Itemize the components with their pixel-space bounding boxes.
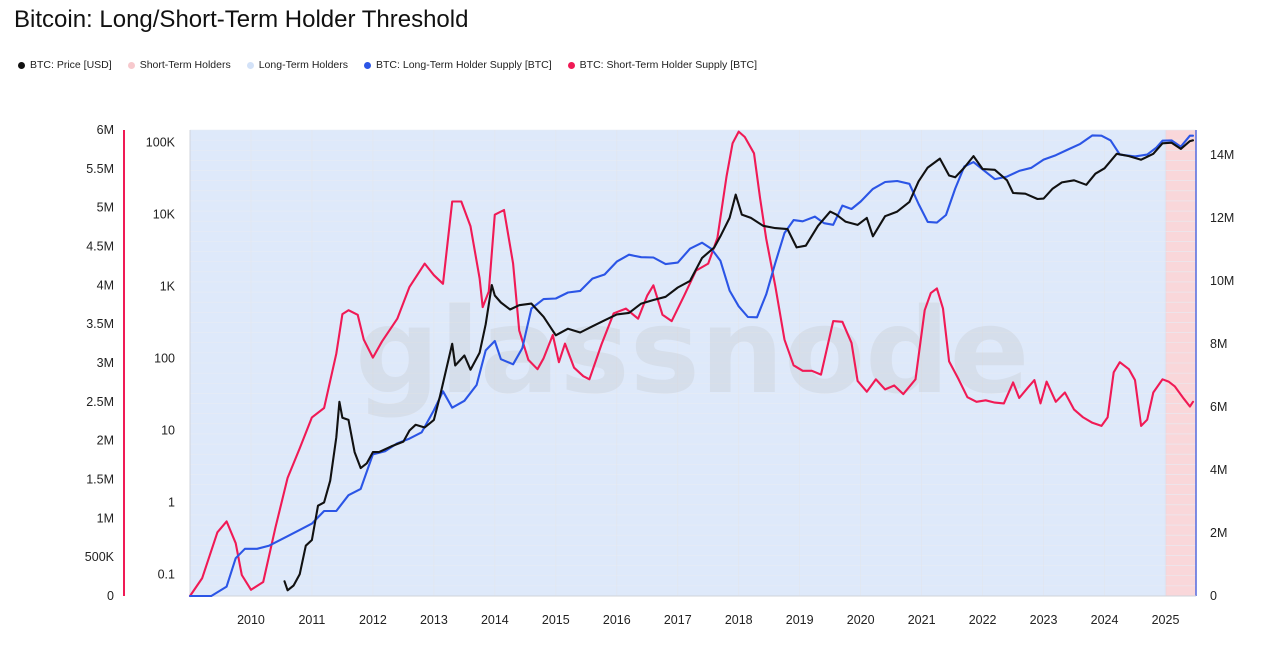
left-sth-tick-3m: 3M: [97, 356, 114, 370]
left-price-tick-10: 10: [161, 423, 175, 437]
left-sth-tick-3-5m: 3.5M: [86, 317, 114, 331]
series-line-btc-price-usd: [283, 139, 1195, 592]
x-tick-2011: 2011: [298, 613, 325, 627]
left-sth-tick-5m: 5M: [97, 201, 114, 215]
series-line-btc-short-term-holder-supply-btc: [188, 130, 1195, 598]
tick-labels: 2010 2011 2012 2013 2014 2015 2016 2017 2018 2019…: [85, 123, 1235, 627]
series-line-btc-long-term-holder-supply-btc: [188, 134, 1195, 598]
axes: [123, 130, 1197, 597]
legend-dot-long-term-holders: [246, 61, 254, 69]
x-tick-2019: 2019: [786, 613, 814, 627]
x-tick-2024: 2024: [1091, 613, 1119, 627]
legend-item-short-term-holders[interactable]: Short-Term Holders: [127, 59, 231, 71]
right-lth-tick-4m: 4M: [1210, 463, 1227, 477]
left-price-tick-1k: 1K: [160, 280, 176, 294]
legend-label-short-term-holders: Short-Term Holders: [139, 59, 231, 71]
left-sth-tick-1-5m: 1.5M: [86, 473, 114, 487]
left-sth-tick-4-5m: 4.5M: [86, 240, 114, 254]
legend-dot-short-term-holders: [127, 61, 135, 69]
x-tick-2022: 2022: [969, 613, 997, 627]
legend-dot-price: [18, 61, 25, 69]
gridlines: [190, 129, 1196, 597]
legend-label-long-term-holders: Long-Term Holders: [258, 59, 349, 71]
legend-label-sth-supply: BTC: Short-Term Holder Supply [BTC]: [579, 59, 758, 71]
left-price-tick-1: 1: [168, 495, 175, 509]
legend-item-price[interactable]: BTC: Price [USD]: [18, 59, 112, 71]
x-tick-2020: 2020: [847, 613, 875, 627]
right-lth-tick-6m: 6M: [1210, 400, 1227, 414]
left-sth-tick-1m: 1M: [97, 511, 114, 525]
legend-label-price: BTC: Price [USD]: [30, 59, 112, 71]
x-tick-2014: 2014: [481, 613, 509, 627]
legend: BTC: Price [USD] Short-Term Holders Long…: [18, 59, 757, 71]
legend-dot-lth-supply: [364, 61, 372, 69]
left-sth-tick-2m: 2M: [97, 434, 114, 448]
x-tick-2021: 2021: [908, 613, 936, 627]
left-price-tick-10k: 10K: [153, 208, 176, 222]
legend-item-long-term-holders[interactable]: Long-Term Holders: [246, 59, 349, 71]
series-lines: [188, 130, 1195, 598]
x-tick-2015: 2015: [542, 613, 570, 627]
x-tick-2016: 2016: [603, 613, 631, 627]
left-sth-tick-5-5m: 5.5M: [86, 162, 114, 176]
legend-item-sth-supply[interactable]: BTC: Short-Term Holder Supply [BTC]: [567, 59, 758, 71]
right-lth-tick-12m: 12M: [1210, 211, 1234, 225]
legend-item-lth-supply[interactable]: BTC: Long-Term Holder Supply [BTC]: [364, 59, 552, 71]
x-tick-2018: 2018: [725, 613, 753, 627]
right-lth-tick-2m: 2M: [1210, 526, 1227, 540]
x-tick-2010: 2010: [237, 613, 265, 627]
left-price-tick-0-1: 0.1: [158, 567, 175, 581]
left-sth-tick-6m: 6M: [97, 123, 114, 137]
x-tick-2023: 2023: [1030, 613, 1058, 627]
left-price-tick-100k: 100K: [146, 136, 176, 150]
left-sth-tick-500k: 500K: [85, 550, 115, 564]
left-sth-tick-0: 0: [107, 589, 114, 603]
left-sth-tick-4m: 4M: [97, 278, 114, 292]
left-sth-tick-2-5m: 2.5M: [86, 395, 114, 409]
legend-dot-sth-supply: [567, 61, 575, 69]
x-tick-2017: 2017: [664, 613, 692, 627]
right-lth-tick-14m: 14M: [1210, 148, 1234, 162]
right-lth-tick-10m: 10M: [1210, 274, 1234, 288]
x-tick-2013: 2013: [420, 613, 448, 627]
x-tick-2012: 2012: [359, 613, 387, 627]
chart-title: Bitcoin: Long/Short-Term Holder Threshol…: [14, 6, 469, 33]
right-lth-tick-8m: 8M: [1210, 337, 1227, 351]
right-lth-tick-0: 0: [1210, 589, 1217, 603]
x-tick-2025: 2025: [1152, 613, 1180, 627]
legend-label-lth-supply: BTC: Long-Term Holder Supply [BTC]: [376, 59, 552, 71]
left-price-tick-100: 100: [154, 352, 175, 366]
